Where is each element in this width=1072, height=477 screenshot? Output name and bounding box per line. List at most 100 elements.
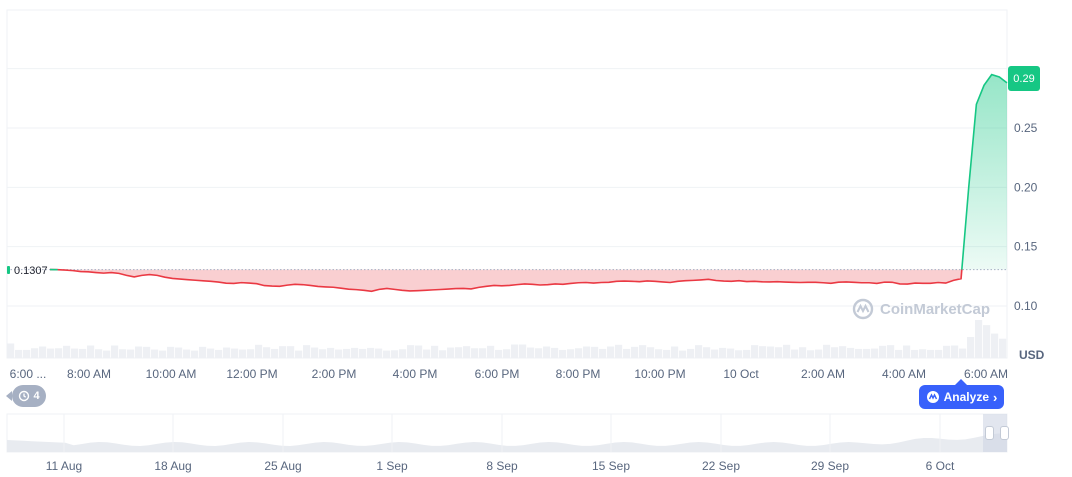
volume-bar xyxy=(7,343,15,358)
volume-bar xyxy=(167,346,175,358)
volume-bar xyxy=(199,346,207,358)
navigator-tick-label: 1 Sep xyxy=(376,459,408,473)
volume-bar xyxy=(439,350,447,358)
volume-bar xyxy=(575,348,583,358)
volume-bar xyxy=(703,347,711,358)
reference-price-label: 0.1307 xyxy=(14,265,48,277)
volume-bar xyxy=(711,349,719,358)
volume-bar xyxy=(887,345,895,358)
price-line-down xyxy=(49,268,963,293)
volume-bar xyxy=(271,348,279,358)
volume-bar xyxy=(391,350,399,358)
volume-bar xyxy=(775,347,783,358)
volume-bar xyxy=(623,348,631,358)
volume-bar xyxy=(367,347,375,358)
analyze-icon xyxy=(926,391,939,403)
volume-bar xyxy=(615,344,623,358)
analyze-button[interactable]: Analyze › xyxy=(919,379,1004,409)
x-tick-label: 12:00 PM xyxy=(226,367,277,381)
volume-bar xyxy=(831,347,839,358)
y-tick-label: 0.10 xyxy=(1014,299,1038,313)
volume-bar xyxy=(751,345,759,358)
volume-bar xyxy=(343,348,351,358)
x-tick-label: 6:00 AM xyxy=(964,367,1008,381)
currency-label: USD xyxy=(1019,348,1045,362)
navigator-tick-label: 6 Oct xyxy=(926,459,955,473)
history-badge[interactable]: 4 xyxy=(6,385,46,407)
volume-bar xyxy=(735,350,743,358)
volume-bar xyxy=(487,345,495,358)
volume-bar xyxy=(415,345,423,358)
x-tick-label: 2:00 PM xyxy=(312,367,357,381)
volume-bar xyxy=(967,337,975,358)
volume-bar xyxy=(215,349,223,358)
volume-bar xyxy=(647,347,655,358)
volume-bar xyxy=(463,346,471,358)
volume-bar xyxy=(999,338,1007,358)
volume-bar xyxy=(431,345,439,358)
current-price-badge: 0.29 xyxy=(1008,66,1040,91)
volume-bar xyxy=(47,348,55,358)
volume-bar xyxy=(639,345,647,358)
y-tick-label: 0.25 xyxy=(1014,121,1038,135)
volume-bar xyxy=(559,349,567,358)
volume-bar xyxy=(423,349,431,358)
volume-bar xyxy=(847,347,855,358)
volume-bar xyxy=(903,345,911,358)
volume-bar xyxy=(959,348,967,358)
volume-bar xyxy=(183,349,191,358)
volume-bar xyxy=(111,345,119,358)
volume-bar xyxy=(783,344,791,358)
volume-bar xyxy=(655,349,663,358)
volume-bar xyxy=(671,346,679,358)
volume-bar xyxy=(151,349,159,358)
volume-bar xyxy=(407,345,415,358)
volume-bar xyxy=(975,320,983,358)
volume-bar xyxy=(351,347,359,358)
navigator-tick-label: 25 Aug xyxy=(264,459,301,473)
volume-bar xyxy=(287,346,295,358)
volume-bar xyxy=(135,346,143,358)
volume-bar xyxy=(991,333,999,358)
volume-bar xyxy=(727,348,735,358)
volume-bar xyxy=(599,348,607,358)
volume-bar xyxy=(15,349,23,358)
volume-bar xyxy=(311,347,319,358)
x-tick-label: 10 Oct xyxy=(723,367,759,381)
volume-bar xyxy=(23,349,31,358)
x-tick-label: 4:00 PM xyxy=(393,367,438,381)
volume-bar xyxy=(327,347,335,358)
volume-bar xyxy=(471,348,479,358)
volume-bar xyxy=(319,349,327,358)
navigator-left-handle[interactable] xyxy=(985,426,994,440)
volume-bar xyxy=(951,345,959,358)
volume-bar xyxy=(823,344,831,358)
volume-bar xyxy=(895,349,903,358)
navigator-right-handle[interactable] xyxy=(1000,426,1009,440)
volume-bar xyxy=(943,345,951,358)
navigator-tick-label: 11 Aug xyxy=(46,459,82,473)
volume-bar xyxy=(103,350,111,358)
history-icon xyxy=(19,390,30,402)
x-axis: 6:00 ... 8:00 AM 10:00 AM 12:00 PM 2:00 PM 4:… xyxy=(10,367,1008,381)
volume-bar xyxy=(447,347,455,358)
volume-bar xyxy=(551,347,559,358)
volume-bar xyxy=(535,348,543,358)
coinmarketcap-logo-icon xyxy=(852,298,874,320)
y-tick-label: 0.20 xyxy=(1014,180,1038,194)
volume-bar xyxy=(455,347,463,358)
volume-bar xyxy=(607,346,615,358)
navigator-area xyxy=(7,433,1007,452)
volume-bar xyxy=(279,346,287,358)
volume-bar xyxy=(591,346,599,358)
volume-bar xyxy=(863,348,871,358)
analyze-label: Analyze xyxy=(943,390,989,404)
volume-bar xyxy=(791,349,799,358)
x-tick-label: 10:00 AM xyxy=(146,367,197,381)
volume-bar xyxy=(63,345,71,358)
volume-bar xyxy=(807,350,815,358)
volume-bar xyxy=(359,348,367,358)
volume-bar xyxy=(511,344,519,358)
navigator[interactable]: 11 Aug 18 Aug 25 Aug 1 Sep 8 Sep 15 Sep 22 Sep… xyxy=(6,413,1008,473)
watermark-text: CoinMarketCap xyxy=(880,300,991,318)
